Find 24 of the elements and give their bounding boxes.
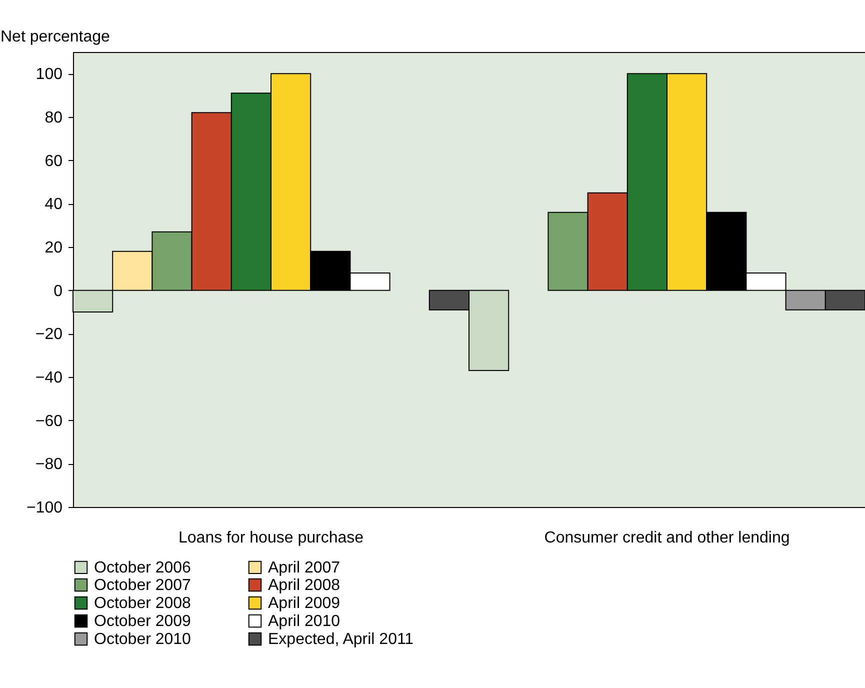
legend-label: April 2008 xyxy=(268,577,340,594)
y-tick-label: −60 xyxy=(35,412,63,430)
y-tick-label: −20 xyxy=(35,326,63,344)
y-tick-label: 40 xyxy=(44,196,63,214)
legend-label: October 2009 xyxy=(94,613,192,630)
y-tick-label: −80 xyxy=(35,456,63,474)
legend-label: October 2010 xyxy=(94,631,192,648)
legend-label: April 2009 xyxy=(268,595,340,612)
legend-label: October 2007 xyxy=(94,577,192,594)
x-tick-label: Loans for house purchase xyxy=(178,530,364,546)
y-tick-label: 100 xyxy=(36,66,63,84)
y-tick-label: 60 xyxy=(44,152,63,170)
x-tick-label: Consumer credit and other lending xyxy=(544,530,790,546)
legend-label: April 2007 xyxy=(268,559,340,576)
legend-label: October 2008 xyxy=(94,595,192,612)
legend-label: Expected, April 2011 xyxy=(268,631,414,648)
legend-label: October 2006 xyxy=(94,559,192,576)
y-axis-title: Net percentage xyxy=(0,28,110,46)
y-tick-label: −40 xyxy=(35,370,63,386)
y-tick-label: 20 xyxy=(44,240,63,256)
y-tick-label: −100 xyxy=(26,500,63,516)
y-tick-label: 80 xyxy=(44,110,63,126)
legend-label: April 2010 xyxy=(268,613,340,630)
y-tick-label: 0 xyxy=(54,282,63,300)
